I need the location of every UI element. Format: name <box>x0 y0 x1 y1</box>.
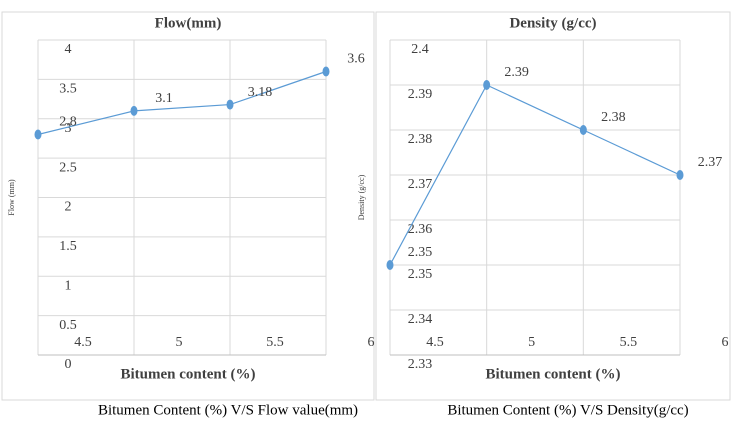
y-tick-label: 2.37 <box>408 177 433 192</box>
y-tick-label: 2 <box>65 200 72 215</box>
y-tick-label: 2.36 <box>408 222 433 237</box>
data-point <box>676 170 684 180</box>
data-label: 2.8 <box>59 115 77 130</box>
x-tick-label: 5.5 <box>620 335 638 350</box>
y-tick-label: 2.35 <box>408 267 433 282</box>
x-axis-title: Bitumen content (%) <box>121 366 256 382</box>
data-point <box>483 80 491 90</box>
y-axis-title: Flow (mm) <box>7 179 16 216</box>
chart-title: Density (g/cc) <box>509 15 596 31</box>
data-line <box>389 84 681 266</box>
caption: Bitumen Content (%) V/S Flow value(mm) <box>98 402 358 418</box>
data-point <box>226 99 234 110</box>
data-label: 3.6 <box>347 52 365 67</box>
y-axis-title: Density (g/cc) <box>357 174 366 220</box>
y-tick-label: 2.38 <box>408 132 433 147</box>
x-tick-label: 4.5 <box>426 335 444 350</box>
chart-title: Flow(mm) <box>155 15 222 31</box>
data-label: 3.18 <box>248 85 273 100</box>
data-label: 2.37 <box>698 155 723 170</box>
data-label: 2.38 <box>601 110 626 125</box>
x-axis-title: Bitumen content (%) <box>486 366 621 382</box>
y-tick-label: 3 <box>65 121 72 136</box>
x-tick-label: 6 <box>368 335 375 350</box>
data-line <box>37 70 327 136</box>
y-tick-label: 2.33 <box>408 357 433 372</box>
data-point <box>34 129 42 140</box>
y-tick-label: 3.5 <box>59 82 77 97</box>
y-tick-label: 2.34 <box>408 312 433 327</box>
data-point <box>130 105 138 116</box>
y-tick-label: 2.39 <box>408 87 433 102</box>
y-tick-label: 2.5 <box>59 160 77 175</box>
x-tick-label: 6 <box>722 335 729 350</box>
data-label: 2.39 <box>504 65 529 80</box>
y-tick-label: 1 <box>65 278 72 293</box>
x-tick-label: 4.5 <box>74 335 92 350</box>
y-tick-label: 0 <box>65 357 72 372</box>
y-tick-label: 1.5 <box>59 239 77 254</box>
data-label: 2.35 <box>408 245 433 260</box>
panel-frame <box>375 11 731 401</box>
x-tick-label: 5 <box>528 335 535 350</box>
x-tick-label: 5 <box>176 335 183 350</box>
data-point <box>386 260 394 270</box>
y-tick-label: 0.5 <box>59 318 77 333</box>
x-tick-label: 5.5 <box>266 335 284 350</box>
caption: Bitumen Content (%) V/S Density(g/cc) <box>447 402 688 418</box>
panel-frame <box>1 11 375 401</box>
data-label: 3.1 <box>155 91 173 106</box>
y-tick-label: 2.4 <box>411 42 429 57</box>
data-point <box>579 125 587 135</box>
y-tick-label: 4 <box>65 42 72 57</box>
data-point <box>322 66 330 77</box>
